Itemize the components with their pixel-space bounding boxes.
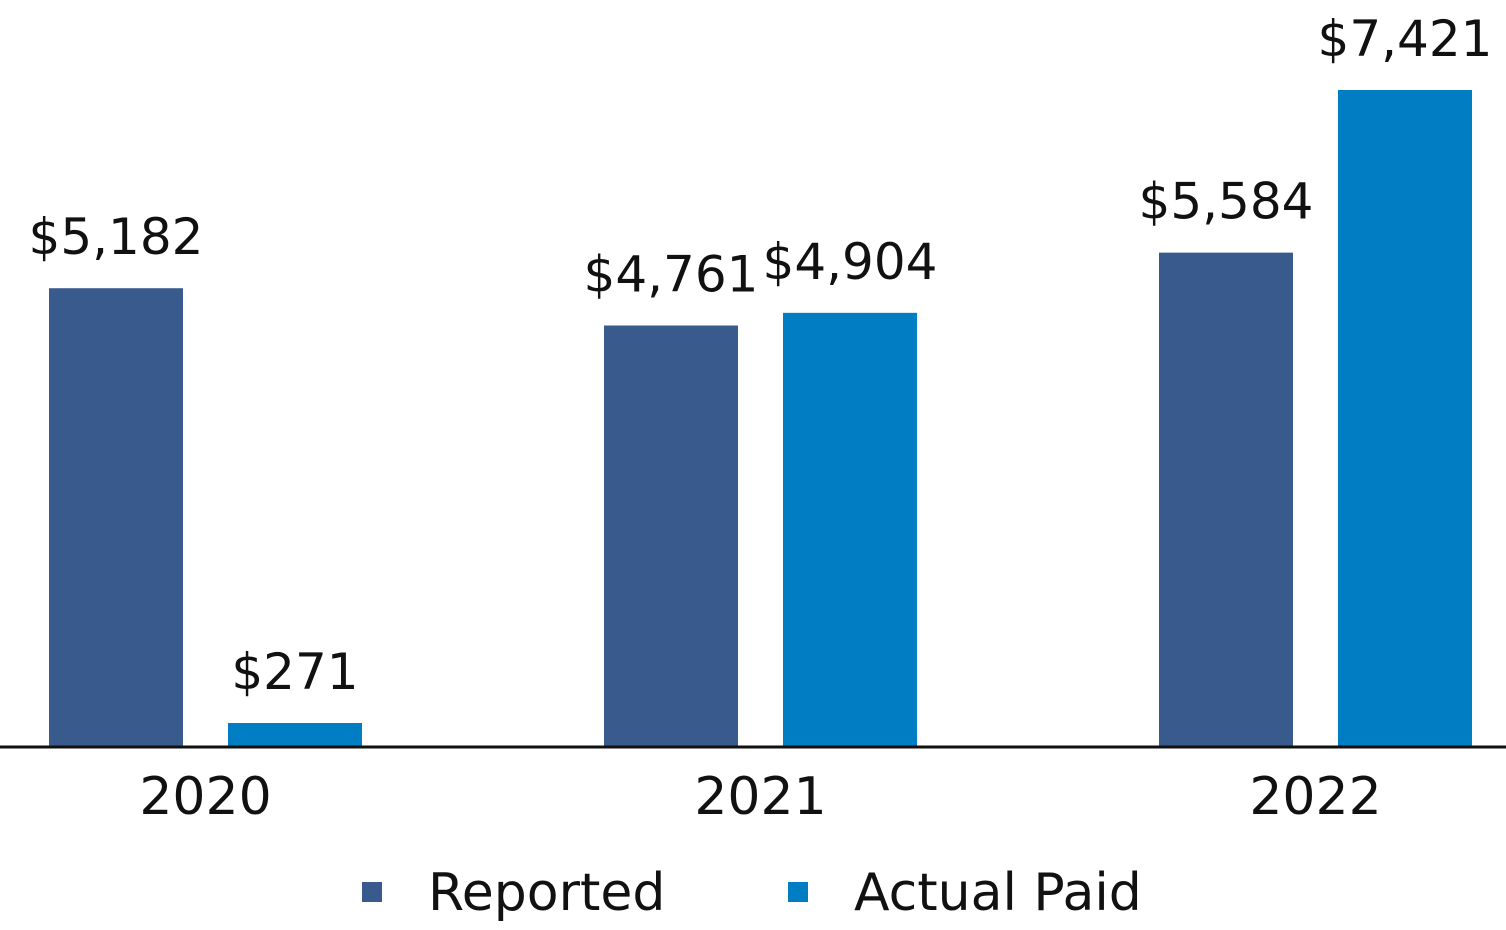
- x-tick-label: 2022: [1249, 767, 1381, 827]
- bar-reported-2022: [1159, 252, 1293, 747]
- data-label: $5,584: [1139, 173, 1314, 231]
- data-label: $271: [231, 643, 358, 701]
- legend-swatch: [788, 882, 808, 902]
- data-label: $7,421: [1318, 10, 1493, 68]
- x-tick-label: 2021: [694, 767, 826, 827]
- bar-actual-paid-2022: [1338, 90, 1472, 747]
- bar-actual-paid-2021: [783, 312, 917, 747]
- x-tick-label: 2020: [139, 767, 271, 827]
- bar-reported-2020: [49, 288, 183, 747]
- legend-label: Actual Paid: [854, 863, 1142, 923]
- bar-reported-2021: [604, 325, 738, 747]
- legend-swatch: [362, 882, 382, 902]
- legend-label: Reported: [428, 863, 665, 923]
- bar-actual-paid-2020: [228, 723, 362, 747]
- data-label: $5,182: [29, 208, 204, 266]
- data-label: $4,904: [763, 233, 938, 291]
- data-label: $4,761: [584, 245, 759, 303]
